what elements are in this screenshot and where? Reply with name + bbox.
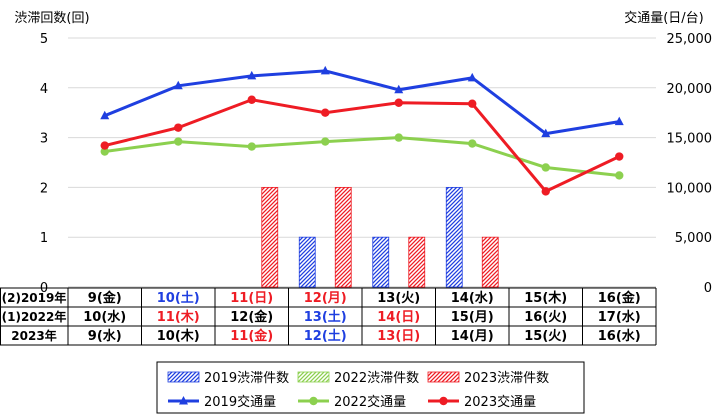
date-cell: 11(木) — [157, 309, 200, 325]
legend-label: 2019渋滞件数 — [204, 371, 289, 386]
legend-swatch — [427, 371, 460, 383]
data-point — [247, 70, 257, 80]
bar — [261, 186, 279, 288]
right-axis-ticks: 0 5,000 10,000 15,000 20,000 25,000 — [667, 32, 713, 296]
right-tick-label: 0 — [704, 281, 712, 296]
gridlines — [68, 37, 656, 288]
data-point — [321, 108, 330, 117]
data-point — [174, 137, 183, 146]
data-point — [100, 110, 110, 120]
row-label: 2023年 — [11, 328, 56, 343]
row-label: (2)2019年 — [2, 290, 67, 305]
date-cell: 15(火) — [524, 329, 567, 344]
date-cell: 13(火) — [377, 291, 420, 306]
date-cell: 10(木) — [157, 328, 200, 344]
right-tick-label: 20,000 — [667, 82, 713, 97]
date-cell: 14(日) — [377, 310, 420, 325]
bar-series — [261, 186, 499, 288]
bar — [334, 186, 352, 288]
data-point — [541, 163, 550, 172]
left-tick-label: 2 — [40, 181, 48, 196]
legend-label: 2019交通量 — [204, 394, 276, 410]
series-line — [104, 98, 620, 194]
data-point — [615, 171, 624, 180]
date-cell: 16(金) — [598, 290, 641, 306]
right-tick-label: 10,000 — [667, 181, 713, 196]
data-point — [394, 84, 404, 94]
line-series — [100, 65, 624, 196]
date-cell: 9(水) — [88, 328, 122, 344]
date-table: (2)2019年 9(金) 10(土) 11(日) 12(月) 13(火) 14(水) 15(… — [0, 287, 657, 346]
date-cell: 17(水) — [598, 309, 641, 325]
date-cell: 12(土) — [304, 328, 347, 344]
data-point — [614, 116, 624, 126]
left-tick-label: 5 — [40, 32, 48, 47]
data-point — [100, 147, 109, 156]
legend-marker — [179, 396, 188, 405]
right-axis-title: 交通量(日/台) — [624, 10, 704, 26]
date-cell: 12(月) — [304, 291, 347, 306]
data-point — [541, 128, 551, 138]
legend-label: 2023渋滞件数 — [464, 371, 549, 386]
legend-label: 2023交通量 — [464, 394, 536, 410]
date-cell: 11(金) — [230, 328, 273, 344]
data-point — [320, 65, 330, 75]
data-point — [394, 98, 403, 107]
data-point — [541, 187, 550, 196]
date-cell: 16(火) — [524, 310, 567, 325]
legend-label: 2022渋滞件数 — [334, 371, 419, 386]
legend-label: 2022交通量 — [334, 394, 406, 410]
left-tick-label: 1 — [40, 231, 48, 246]
left-tick-label: 4 — [40, 82, 48, 97]
date-cell: 11(日) — [230, 291, 273, 306]
bar — [481, 236, 499, 288]
left-axis-title: 渋滞回数(回) — [14, 11, 89, 26]
series-line — [104, 136, 620, 177]
date-cell: 14(水) — [451, 290, 494, 306]
bar — [372, 236, 390, 288]
data-point — [468, 139, 477, 148]
data-point — [321, 137, 330, 146]
data-point — [247, 95, 256, 104]
date-cell: 9(金) — [88, 290, 122, 306]
date-cell: 14(月) — [451, 329, 494, 344]
data-point — [173, 80, 183, 90]
legend-marker — [439, 396, 448, 406]
right-tick-label: 5,000 — [675, 231, 712, 246]
right-tick-label: 15,000 — [667, 132, 713, 147]
data-point — [174, 123, 183, 132]
left-tick-label: 3 — [40, 132, 48, 147]
bar — [445, 186, 463, 288]
data-point — [615, 152, 624, 161]
data-point — [468, 99, 477, 108]
data-point — [394, 133, 403, 142]
date-cell: 15(木) — [524, 290, 567, 306]
data-point — [247, 142, 256, 151]
data-point — [467, 72, 477, 82]
date-cell: 10(土) — [157, 290, 200, 306]
legend-box — [156, 361, 585, 414]
bar — [408, 236, 426, 288]
data-point — [100, 141, 109, 150]
date-cell: 13(日) — [377, 329, 420, 344]
bar — [298, 236, 316, 288]
row-label: (1)2022年 — [2, 309, 67, 324]
date-cell: 12(金) — [230, 309, 273, 325]
legend-swatch — [167, 371, 200, 383]
legend-marker — [309, 396, 318, 406]
date-cell: 16(水) — [598, 328, 641, 344]
legend: 2019渋滞件数 2022渋滞件数 2023渋滞件数 2019交通量 2022交通量 20… — [156, 361, 585, 414]
date-cell: 13(土) — [304, 309, 347, 325]
legend-swatch — [297, 371, 330, 383]
series-line — [104, 69, 620, 136]
right-tick-label: 25,000 — [667, 32, 713, 47]
date-cell: 15(月) — [451, 310, 494, 325]
date-cell: 10(水) — [83, 309, 126, 325]
